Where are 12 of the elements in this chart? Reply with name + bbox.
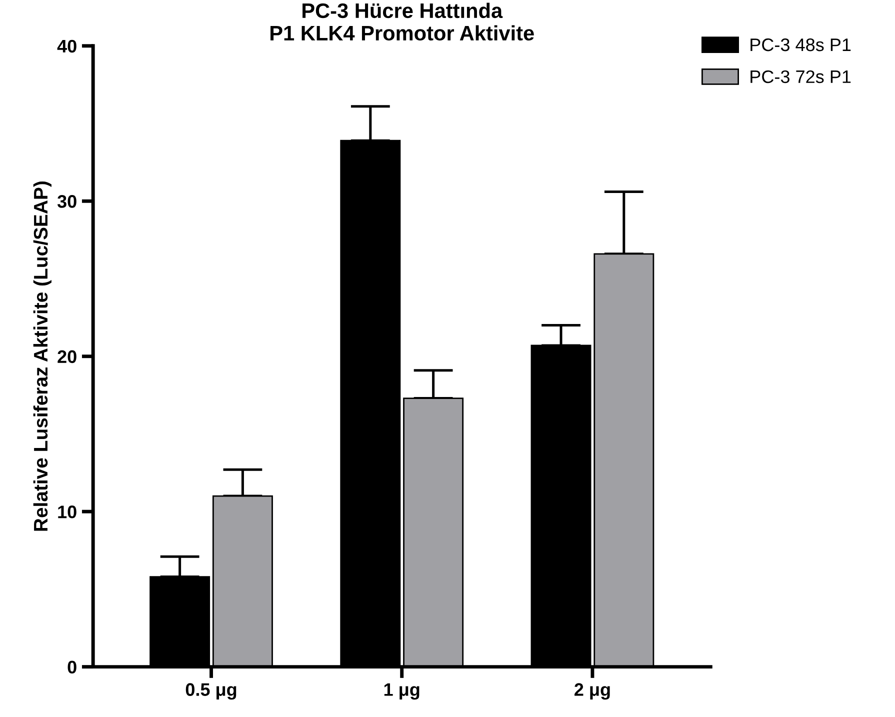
y-tick-label: 20: [58, 350, 76, 364]
y-tick-label: 0: [68, 660, 76, 674]
y-tick-label: 40: [57, 40, 76, 53]
y-axis-title: Relative Lusiferaz Aktivite (Luc/SEAP): [33, 182, 52, 531]
x-tick-label: 0.5 μg: [186, 683, 236, 700]
y-tick-label: 30: [57, 195, 76, 208]
x-tick-label: 2 μg: [574, 683, 610, 700]
legend-label: PC-3 48s P1: [750, 38, 851, 52]
y-tick-label: 10: [58, 506, 76, 518]
x-tick-label: 1 μg: [384, 683, 420, 700]
chart-title: PC-3 Hücre Hattında P1 KLK4 Promotor Aktivite: [270, 2, 534, 41]
legend-label: PC-3 72s P1: [750, 70, 851, 84]
